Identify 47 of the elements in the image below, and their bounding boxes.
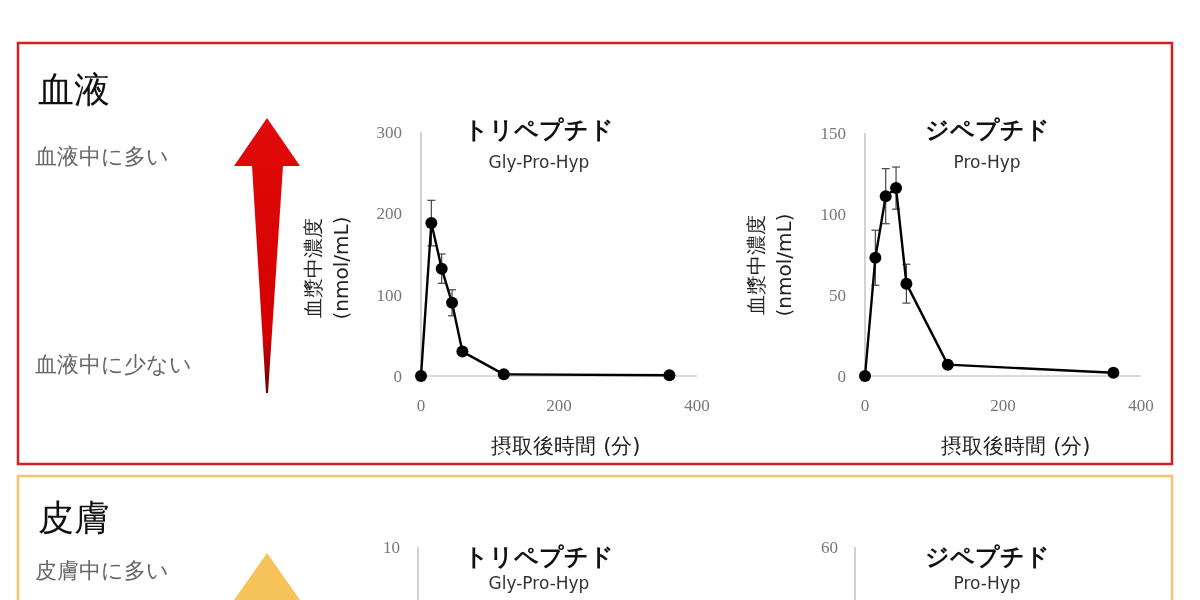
point xyxy=(425,217,438,230)
point xyxy=(941,358,954,371)
x-tick-label: 200 xyxy=(546,396,572,415)
point xyxy=(456,345,469,358)
point xyxy=(879,190,892,203)
text: 10 xyxy=(383,538,400,557)
point xyxy=(900,277,913,290)
x-axis-title: 摂取後時間 (分) xyxy=(491,434,641,458)
y-tick-label: 0 xyxy=(837,366,846,386)
point xyxy=(415,370,427,382)
point xyxy=(869,251,882,264)
text: トリペプチド xyxy=(464,543,614,571)
text: 血液中に多い xyxy=(35,144,169,169)
chart-title: トリペプチド xyxy=(464,116,614,144)
text: 60 xyxy=(821,538,838,557)
text: 血液中に少ない xyxy=(35,352,192,377)
text: Gly-Pro-Hyp xyxy=(488,573,590,593)
y-tick-label: 200 xyxy=(376,204,402,224)
x-tick-label: 0 xyxy=(416,396,426,415)
text: 皮膚中に多い xyxy=(35,558,169,583)
point xyxy=(435,262,448,275)
point xyxy=(663,369,676,382)
x-tick-label: 400 xyxy=(1128,396,1154,415)
y-tick-label: 100 xyxy=(820,204,846,224)
text: ジペプチド xyxy=(924,543,1050,571)
point xyxy=(446,296,459,309)
x-tick-label: 200 xyxy=(990,396,1016,415)
text: 血液 xyxy=(38,70,110,110)
chart-title: ジペプチド xyxy=(924,116,1050,144)
text: 皮膚 xyxy=(38,498,110,538)
point xyxy=(1107,366,1120,379)
point xyxy=(497,368,510,381)
y-axis-title: 血漿中濃度 (nmol/mL) xyxy=(744,213,796,317)
point xyxy=(890,182,903,195)
x-tick-label: 400 xyxy=(684,396,710,415)
y-tick-label: 0 xyxy=(393,366,402,386)
y-axis-title: 血漿中濃度 (nmol/mL) xyxy=(301,216,353,320)
x-axis-title: 摂取後時間 (分) xyxy=(941,434,1091,458)
y-tick-label: 300 xyxy=(376,122,402,142)
x-tick-label: 0 xyxy=(860,396,870,415)
text: Gly-Pro-Hyp xyxy=(488,152,590,172)
y-tick-label: 150 xyxy=(820,123,846,143)
point xyxy=(859,370,871,382)
y-tick-label: 50 xyxy=(829,285,846,305)
text: Pro-Hyp xyxy=(953,573,1021,593)
text: Pro-Hyp xyxy=(953,152,1021,172)
y-tick-label: 100 xyxy=(376,285,402,305)
